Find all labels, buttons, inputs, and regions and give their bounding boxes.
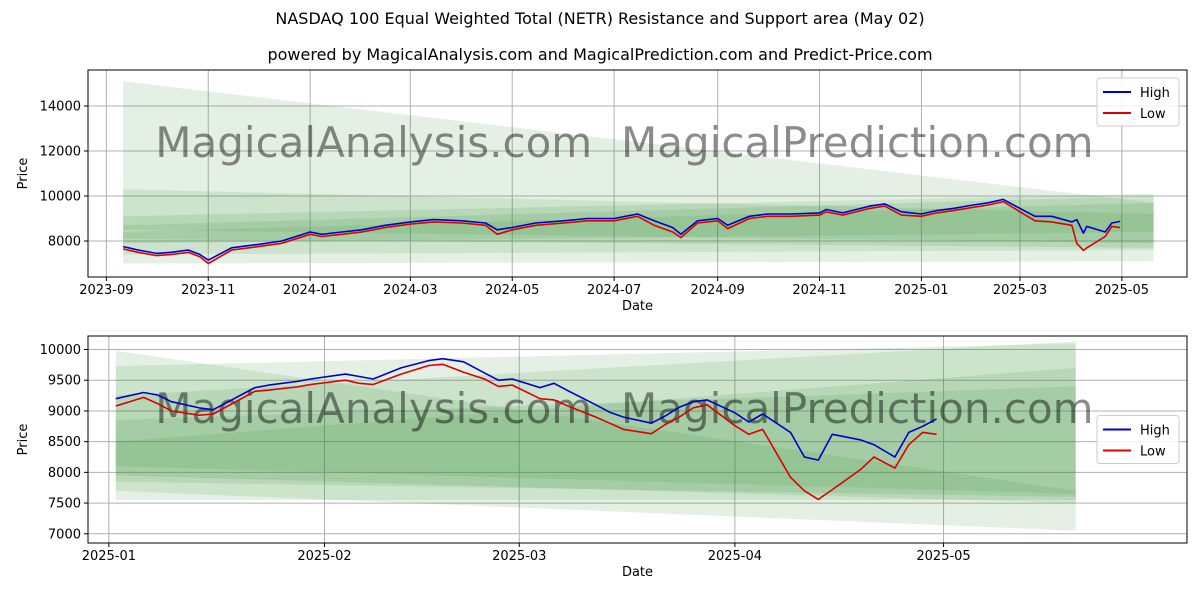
y-axis-label: Price — [16, 424, 31, 456]
series-line-low — [122, 200, 1121, 265]
chart-2: MagicalAnalysis.com MagicalPrediction.com… — [16, 335, 1188, 580]
x-tick-label: 2025-01 — [82, 549, 136, 564]
y-tick-label: 8000 — [48, 466, 81, 481]
watermarks: MagicalAnalysis.com MagicalPrediction.com — [155, 118, 1093, 167]
chart-subtitle: powered by MagicalAnalysis.com and Magic… — [267, 45, 933, 64]
band-4 — [115, 386, 1076, 504]
x-tick-label: 2023-09 — [79, 283, 133, 298]
support-resistance-bands — [123, 81, 1154, 264]
y-tick-label: 10000 — [40, 190, 81, 205]
watermarks: MagicalAnalysis.com MagicalPrediction.com — [155, 384, 1093, 433]
watermark-text: MagicalPrediction.com — [621, 384, 1094, 433]
grid-lines — [88, 336, 1187, 543]
support-resistance-bands — [115, 341, 1076, 531]
watermark-text: MagicalAnalysis.com — [155, 118, 592, 167]
x-tick-label: 2025-05 — [916, 549, 970, 564]
x-tick-label: 2025-01 — [894, 283, 948, 298]
x-tick-label: 2025-02 — [297, 549, 351, 564]
series-line-low — [115, 363, 937, 501]
band-4 — [123, 196, 1154, 255]
x-tick-label: 2023-11 — [181, 283, 235, 298]
y-tick-label: 10000 — [40, 343, 81, 358]
x-tick-label: 2024-07 — [587, 283, 641, 298]
x-tick-label: 2025-05 — [1095, 283, 1149, 298]
legend: High Low — [1096, 415, 1180, 464]
plot-frame — [87, 69, 1188, 278]
x-tick-label: 2025-03 — [492, 549, 546, 564]
band-1 — [115, 343, 1076, 494]
series-line-high — [115, 357, 937, 461]
legend-label-low: Low — [1140, 445, 1166, 460]
plot-frame — [87, 335, 1188, 544]
y-axis-label: Price — [16, 158, 31, 190]
y-axis-ticks: 7000 7500 8000 8500 9000 9500 10000 — [40, 343, 88, 542]
x-tick-label: 2024-01 — [283, 283, 337, 298]
x-tick-label: 2024-09 — [691, 283, 745, 298]
y-tick-label: 8000 — [48, 235, 81, 250]
y-axis-ticks: 8000 10000 12000 14000 — [40, 100, 88, 250]
band-5 — [115, 367, 1076, 497]
legend-label-low: Low — [1140, 107, 1166, 122]
y-tick-label: 9000 — [48, 404, 81, 419]
legend-label-high: High — [1140, 424, 1170, 439]
x-axis-ticks: 2025-01 2025-02 2025-03 2025-04 2025-05 — [82, 543, 971, 564]
chart-title: NASDAQ 100 Equal Weighted Total (NETR) R… — [275, 9, 925, 28]
x-tick-label: 2025-04 — [708, 549, 762, 564]
series-line-high — [122, 198, 1121, 261]
legend: High Low — [1096, 77, 1180, 127]
band-2 — [115, 350, 1076, 531]
x-axis-ticks: 2023-09 2023-11 2024-01 2024-03 2024-05 2024-… — [79, 277, 1149, 298]
y-tick-label: 8500 — [48, 435, 81, 450]
y-tick-label: 7000 — [48, 527, 81, 542]
x-tick-label: 2024-03 — [383, 283, 437, 298]
x-axis-label: Date — [622, 565, 653, 580]
watermark-text: MagicalAnalysis.com — [155, 384, 592, 433]
x-axis-label: Date — [622, 299, 653, 314]
x-tick-label: 2024-11 — [792, 283, 846, 298]
x-tick-label: 2024-05 — [485, 283, 539, 298]
y-tick-label: 12000 — [40, 145, 81, 160]
band-5 — [123, 202, 1154, 264]
y-tick-label: 14000 — [40, 100, 81, 115]
y-tick-label: 7500 — [48, 497, 81, 512]
x-tick-label: 2025-03 — [993, 283, 1047, 298]
band-3 — [123, 193, 1154, 248]
watermark-text: MagicalPrediction.com — [621, 118, 1094, 167]
band-1 — [123, 81, 1154, 244]
legend-label-high: High — [1140, 86, 1170, 101]
band-3 — [115, 341, 1076, 500]
y-tick-label: 9500 — [48, 374, 81, 389]
chart-1: MagicalAnalysis.com MagicalPrediction.com… — [16, 69, 1188, 314]
